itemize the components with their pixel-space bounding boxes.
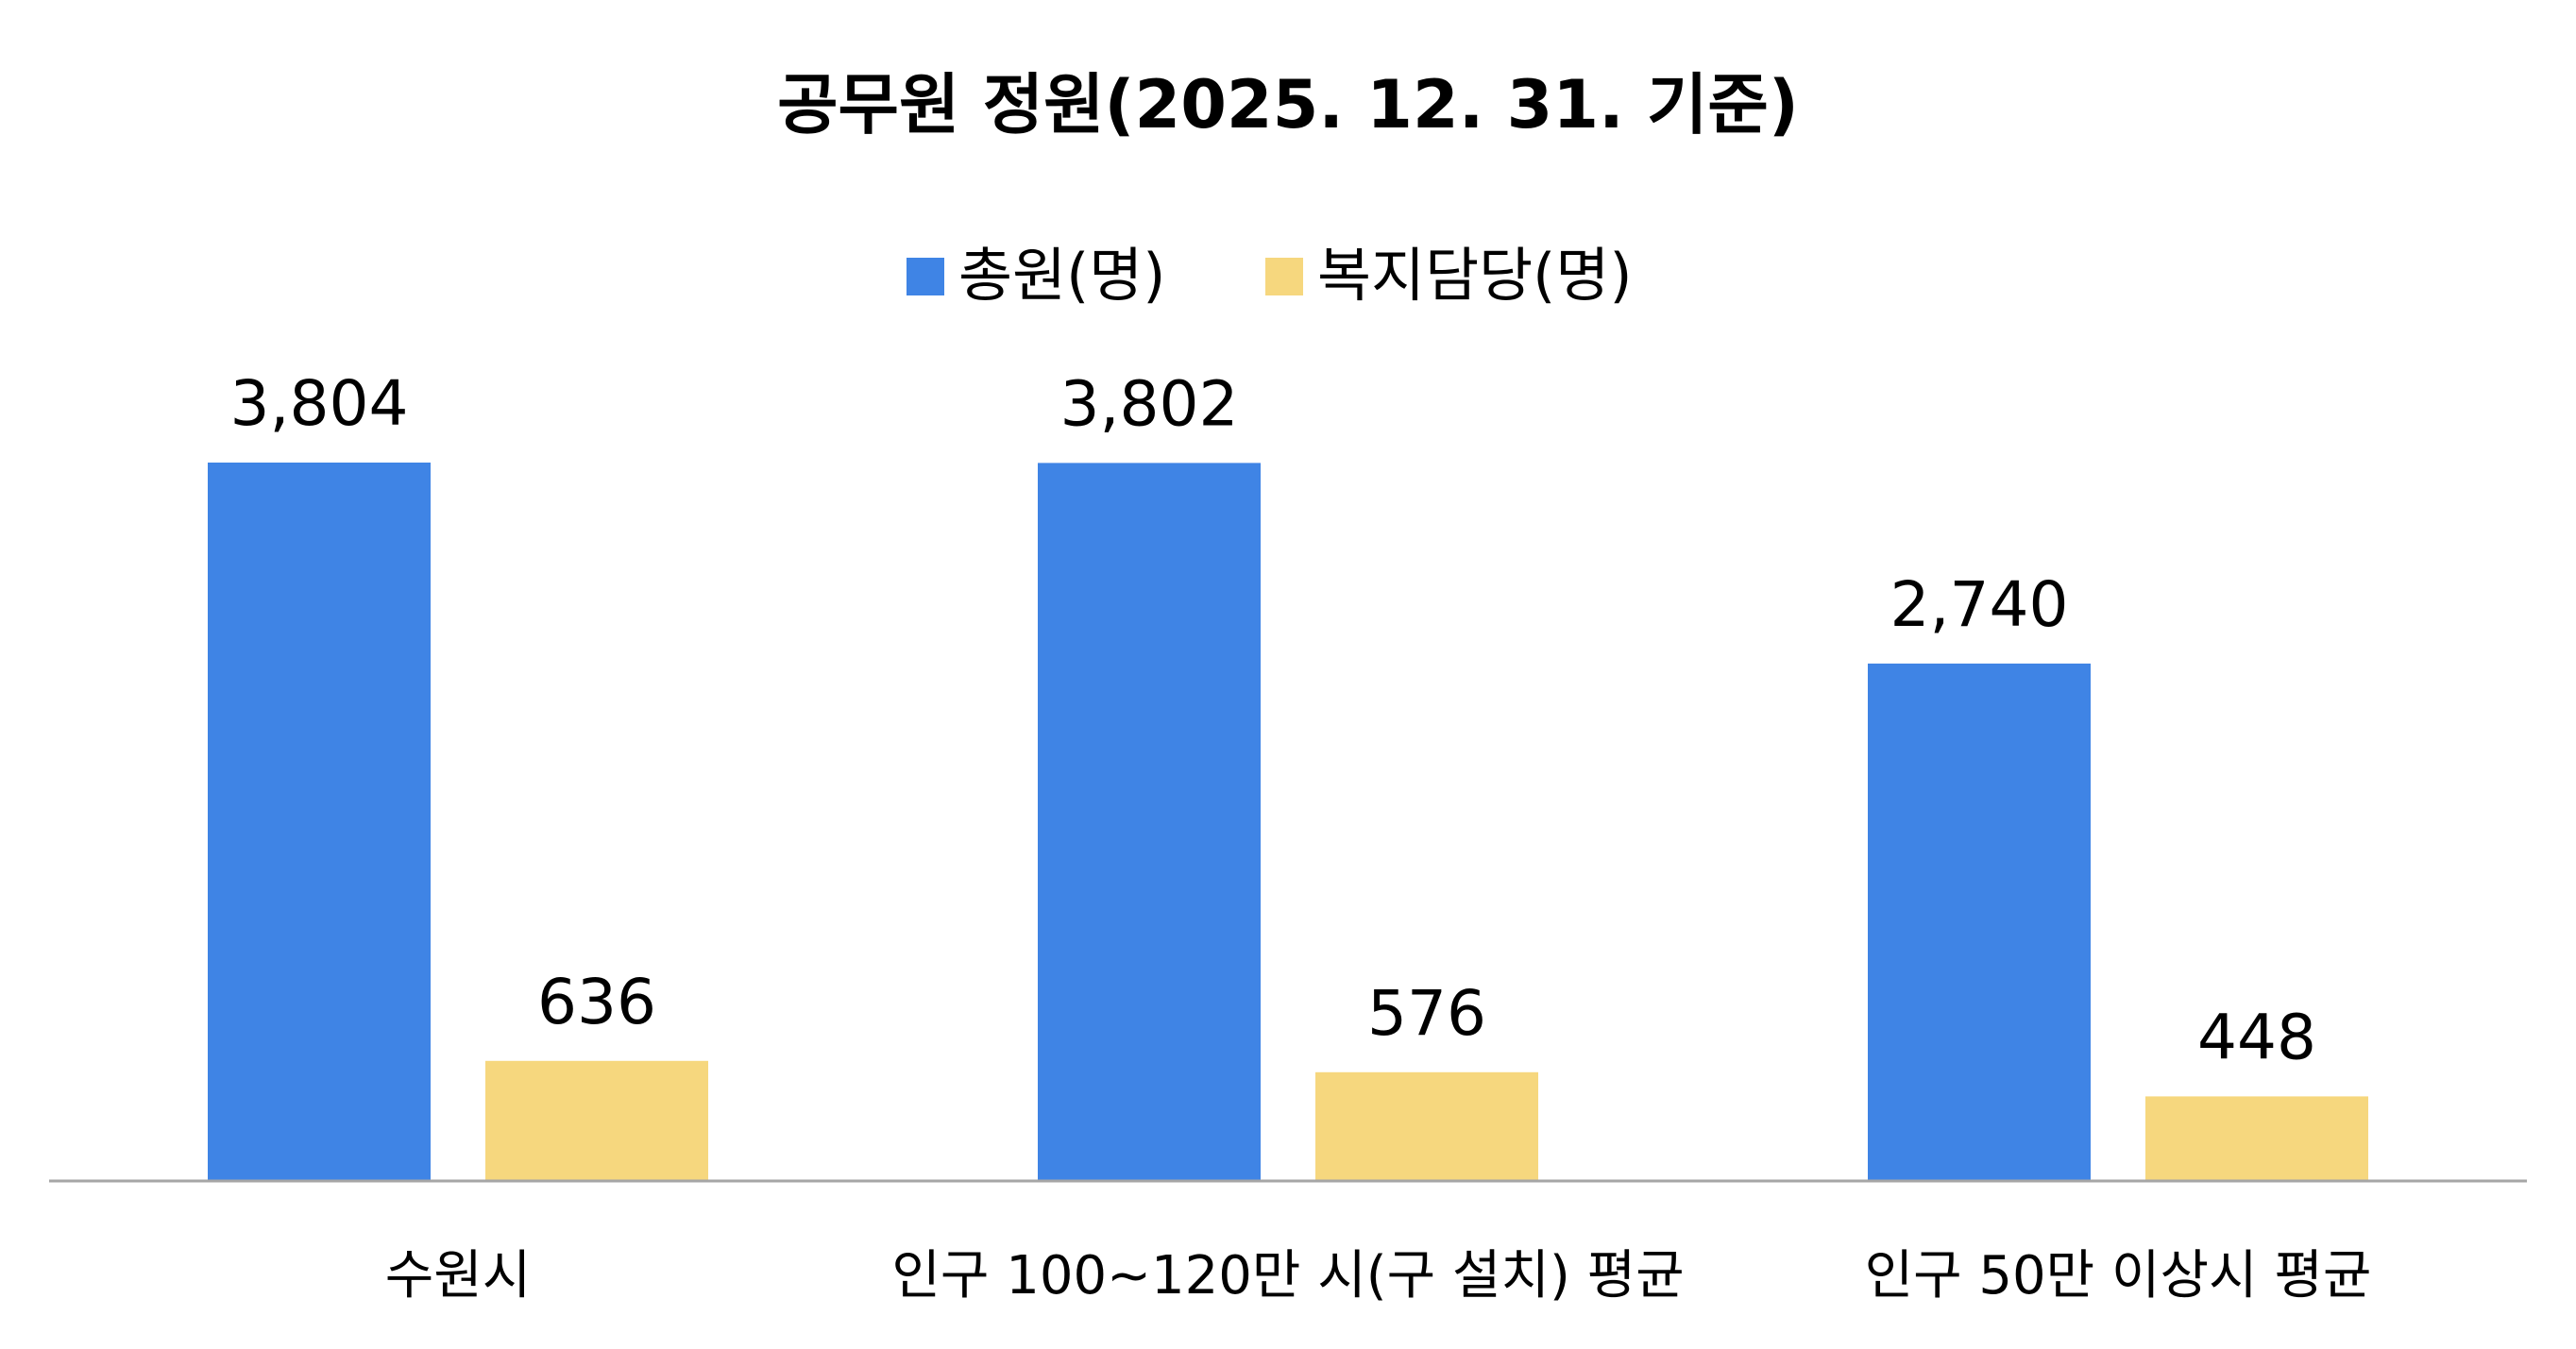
bar-welfare-0	[485, 1060, 708, 1181]
bar-welfare-1	[1315, 1071, 1538, 1181]
category-labels: 수원시 인구 100~120만 시(구 설치) 평균 인구 50만 이상시 평균	[385, 1245, 2372, 1307]
bar-welfare-2	[2145, 1096, 2368, 1181]
category-label-100-120-avg: 인구 100~120만 시(구 설치) 평균	[891, 1245, 1684, 1307]
bar-total-2	[1868, 663, 2091, 1181]
data-label-total-0: 3,804	[230, 367, 409, 440]
data-label-welfare-1: 576	[1367, 977, 1486, 1050]
bar-total-1	[1038, 463, 1261, 1181]
bar-total-0	[208, 463, 431, 1181]
legend: 총원(명) 복지담당(명)	[907, 241, 1633, 310]
chart-title: 공무원 정원(2025. 12. 31. 기준)	[777, 66, 1799, 143]
data-label-total-1: 3,802	[1060, 367, 1239, 440]
data-label-welfare-0: 636	[537, 966, 656, 1038]
legend-swatch-total	[907, 258, 944, 295]
legend-swatch-welfare	[1265, 258, 1303, 295]
data-label-welfare-2: 448	[2197, 1001, 2316, 1073]
category-label-suwon: 수원시	[385, 1245, 532, 1307]
data-labels: 3,804 3,802 2,740 636 576 448	[230, 367, 2316, 1073]
data-label-total-2: 2,740	[1890, 568, 2069, 641]
legend-label-welfare: 복지담당(명)	[1317, 241, 1633, 310]
bars	[208, 463, 2368, 1181]
category-label-50-avg: 인구 50만 이상시 평균	[1865, 1245, 2372, 1307]
legend-label-total: 총원(명)	[958, 241, 1166, 310]
